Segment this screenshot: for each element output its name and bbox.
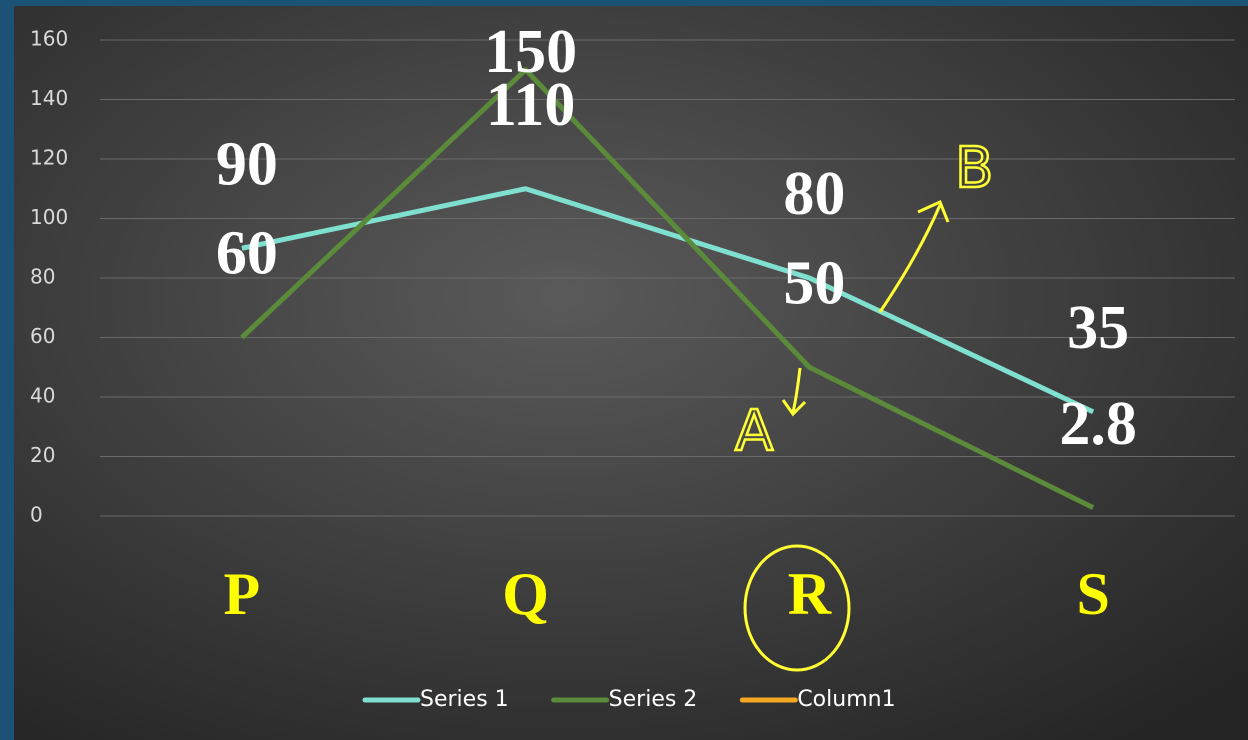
y-tick-label: 0 xyxy=(30,503,43,527)
legend-label: Column1 xyxy=(797,687,895,712)
data-label: 35 xyxy=(1067,294,1129,362)
y-tick-label: 100 xyxy=(30,205,68,229)
legend-label: Series 1 xyxy=(420,687,509,712)
y-tick-label: 60 xyxy=(30,324,55,348)
data-label: 60 xyxy=(216,220,278,288)
annotation: A xyxy=(735,399,773,464)
y-tick-label: 20 xyxy=(30,443,55,467)
y-tick-label: 80 xyxy=(30,265,55,289)
y-tick-label: 140 xyxy=(30,86,68,110)
x-tick-label: Q xyxy=(502,561,549,627)
data-label: 90 xyxy=(216,130,278,198)
highlight-circle xyxy=(743,544,851,672)
x-tick-label: P xyxy=(224,561,261,627)
plot: 0 20 40 60 80 100 120 140 160 P Q R S 90 110 80 35 60 150 5… xyxy=(30,18,1235,712)
series-line xyxy=(240,67,1095,510)
annotation: B xyxy=(955,136,993,201)
data-label: 150 xyxy=(484,18,577,86)
top-strip xyxy=(0,0,1248,6)
arrow-a xyxy=(781,367,807,417)
y-tick-label: 40 xyxy=(30,384,55,408)
data-label: 80 xyxy=(783,160,845,228)
legend-label: Series 2 xyxy=(609,687,698,712)
left-strip xyxy=(0,0,14,740)
y-tick-label: 160 xyxy=(30,27,68,51)
y-tick-label: 120 xyxy=(30,146,68,170)
series-line xyxy=(241,186,1095,415)
data-label: 50 xyxy=(783,249,845,317)
x-tick-label: S xyxy=(1076,561,1109,627)
arrow-b xyxy=(878,199,950,313)
data-label: 2.8 xyxy=(1059,390,1137,458)
x-tick-label: R xyxy=(788,561,832,627)
data-label: 110 xyxy=(486,71,576,139)
